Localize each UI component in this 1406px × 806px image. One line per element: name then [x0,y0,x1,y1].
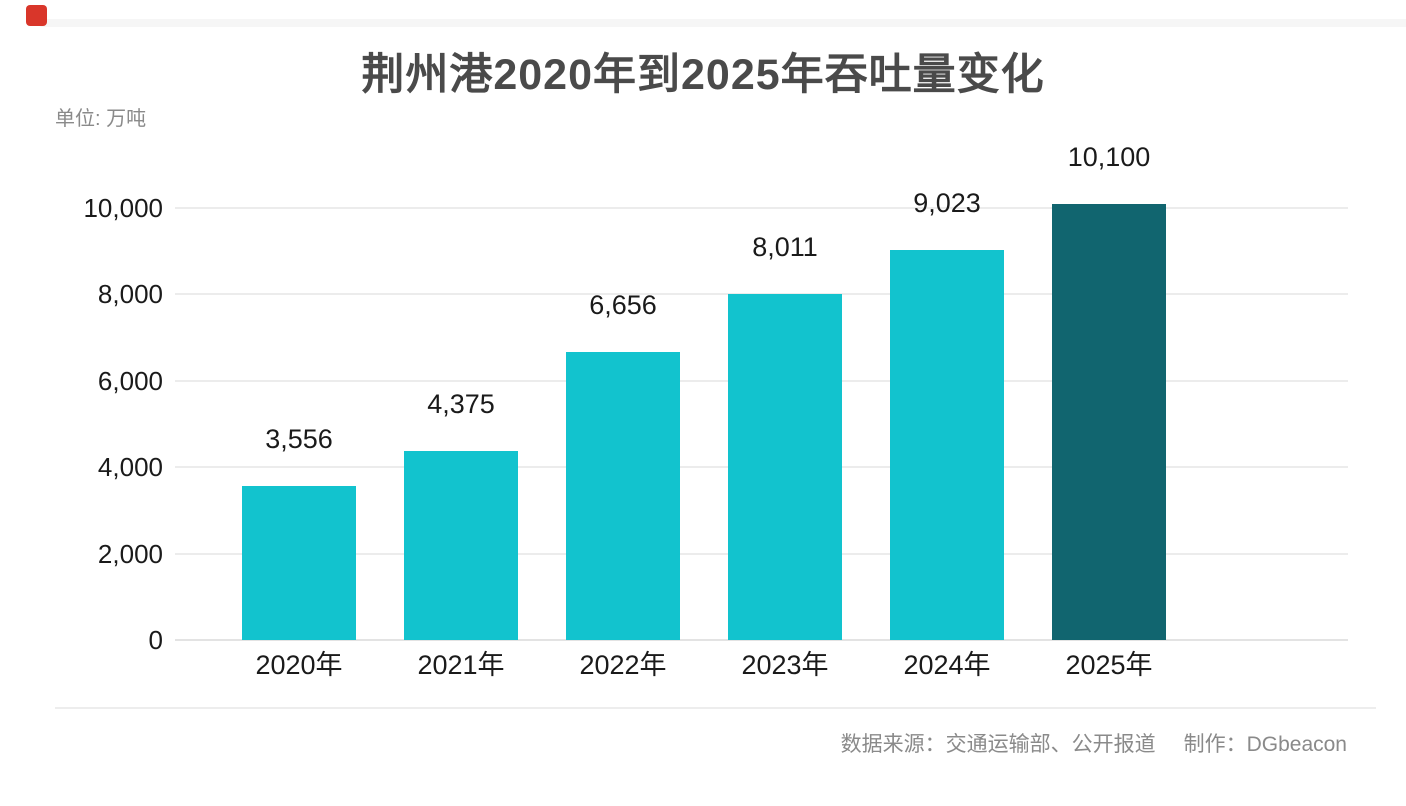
y-tick-label: 10,000 [83,193,163,223]
y-tick-label: 0 [148,625,163,655]
x-axis-label: 2024年 [903,650,991,680]
bar-2023年 [728,294,842,640]
value-label: 10,100 [1067,142,1151,172]
red-logo-icon [26,5,47,26]
footer-divider [55,707,1376,709]
x-axis-label: 2025年 [1065,650,1153,680]
x-axis-label: 2022年 [579,650,667,680]
gridline [175,207,1348,209]
chart-title: 荆州港2020年到2025年吞吐量变化 [361,51,1045,99]
x-axis-baseline [175,639,1348,641]
x-axis-label: 2020年 [255,650,343,680]
credit-label: 制作：DGbeacon [1183,733,1347,756]
unit-label: 单位: 万吨 [55,108,147,130]
y-tick-label: 4,000 [97,452,163,483]
value-label: 9,023 [913,188,981,218]
y-tick-label: 6,000 [97,365,163,396]
bar-2024年 [890,250,1004,640]
value-label: 6,656 [589,290,657,320]
top-strip [38,19,1406,27]
bar-2022年 [566,352,680,640]
bar-2021年 [404,451,518,640]
bar-2025年 [1052,204,1166,640]
value-label: 8,011 [752,232,818,262]
x-axis-label: 2021年 [417,650,505,680]
value-label: 3,556 [265,424,333,454]
footer: 数据来源：交通运输部、公开报道 制作：DGbeacon [841,728,1347,758]
y-tick-label: 8,000 [97,279,163,310]
x-axis-label: 2023年 [741,650,829,680]
bar-2020年 [242,486,356,640]
value-label: 4,375 [427,389,495,419]
data-source-label: 数据来源：交通运输部、公开报道 [840,733,1156,756]
y-tick-label: 2,000 [97,538,163,569]
